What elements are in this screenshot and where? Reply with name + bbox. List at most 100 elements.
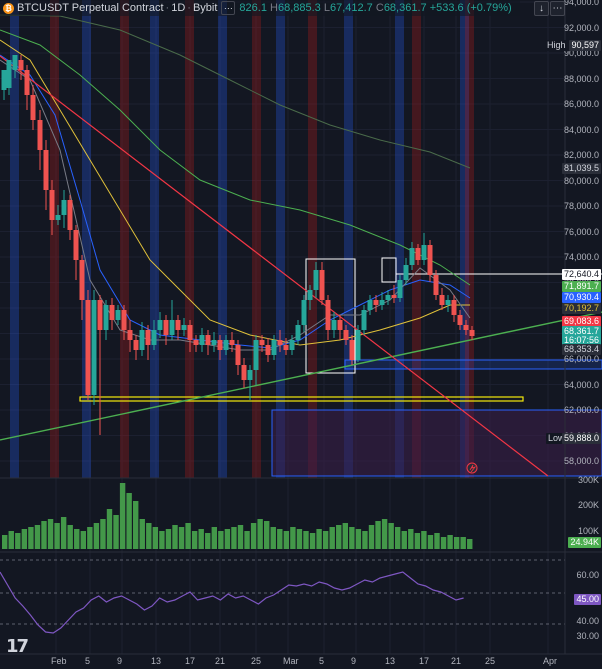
candle-body [289, 340, 295, 350]
volume-bar [231, 527, 237, 549]
candle-body [331, 320, 337, 330]
price-tick: 92,000.0 [563, 22, 599, 33]
candle-body [37, 120, 43, 150]
volume-bar [277, 529, 283, 549]
time-label: 21 [215, 656, 226, 666]
candle-body [385, 295, 391, 300]
candle-body [403, 265, 409, 280]
volume-bar [152, 527, 159, 549]
candle-body [337, 320, 343, 330]
candle-body [175, 320, 181, 330]
volume-bar [224, 529, 231, 549]
volume-bar [106, 509, 113, 549]
time-label: 25 [485, 656, 496, 666]
volume-bar [205, 533, 211, 549]
volume-bar [211, 527, 217, 549]
candle-body [187, 325, 193, 340]
volume-bar [375, 521, 381, 549]
price-tick: 94,000.0 [563, 0, 599, 7]
candle-body [319, 270, 325, 300]
rsi-tick: 40.00 [576, 616, 599, 626]
candle-body [355, 330, 361, 360]
ma-green-label: 71,891.7 [561, 281, 601, 292]
yellow-range-box [79, 396, 524, 402]
candle-body [12, 55, 18, 70]
tradingview-logo[interactable]: 17 [6, 636, 29, 657]
rsi-line [0, 571, 464, 634]
candle-body [397, 280, 403, 298]
candle-body [439, 295, 445, 305]
time-label: 5 [85, 656, 91, 666]
candle-body [463, 325, 469, 330]
volume-bar [467, 539, 473, 549]
candle-body [18, 60, 24, 70]
volume-bar [421, 531, 427, 549]
separator: · [187, 2, 191, 14]
candle-body [247, 370, 253, 380]
volume-bar [368, 525, 375, 549]
candle-body [169, 320, 175, 335]
rsi-tick: 30.00 [576, 631, 599, 641]
volume-bar [355, 529, 362, 549]
candle-body [415, 248, 421, 260]
time-label: 17 [185, 656, 196, 666]
candle-body [379, 300, 385, 305]
candle-body [427, 245, 433, 275]
more-icon[interactable]: ⋯ [221, 1, 236, 15]
volume-bar [146, 523, 152, 549]
volume-bar [198, 529, 204, 549]
volume-bar [74, 529, 80, 549]
candle-body [409, 248, 415, 265]
volume-bar [159, 531, 165, 549]
time-label: Mar [283, 656, 299, 666]
volume-bar [316, 529, 322, 549]
time-label: Apr [543, 656, 558, 666]
rsi-pane [0, 559, 565, 634]
candle-body [301, 300, 307, 325]
time-label: 25 [251, 656, 262, 666]
candle-body [97, 300, 103, 330]
candle-body [211, 340, 217, 345]
volume-bar [264, 521, 270, 549]
symbol-name[interactable]: BTCUSDT Perpetual Contract [17, 2, 164, 14]
exchange[interactable]: Bybit [192, 2, 218, 14]
volume-bar [250, 523, 257, 549]
volume-bar [2, 535, 8, 549]
ohlc-change: +533.6 (+0.79%) [429, 2, 512, 14]
candle-body [6, 60, 12, 88]
candle-body [127, 330, 133, 340]
volume-tick: 300K [577, 475, 599, 485]
volume-bar [60, 517, 67, 549]
volume-bar [329, 527, 335, 549]
volume-bar [447, 535, 453, 549]
candle-body [145, 330, 151, 345]
rsi-tick: 60.00 [576, 570, 599, 580]
ma-50 [0, 39, 470, 346]
volume-bar [336, 525, 342, 549]
price-tick: 64,000.0 [563, 379, 599, 390]
volume-bar [119, 483, 126, 549]
candle-body [307, 290, 313, 300]
download-icon[interactable]: ↓ [534, 1, 549, 16]
interval[interactable]: 1D [171, 2, 186, 14]
candle-body [241, 365, 247, 380]
volume-bar [395, 527, 401, 549]
candle-body [361, 310, 367, 330]
time-label: 17 [419, 656, 430, 666]
candle-body [199, 335, 205, 345]
volume-bar [34, 525, 41, 549]
candle-body [133, 340, 139, 350]
candle-body [30, 95, 36, 120]
volume-bar [8, 531, 14, 549]
volume-bar [15, 533, 21, 549]
volume-bar [283, 531, 290, 549]
ohlc-close: 68,361.7 [383, 2, 427, 14]
menu-icon[interactable]: ⋯ [550, 1, 565, 16]
candle-body [181, 325, 187, 330]
price-tick: 76,000.0 [563, 226, 599, 237]
candle-body [91, 300, 97, 395]
volume-bar [427, 535, 434, 549]
low-line-label: 68,353.4 [561, 344, 601, 355]
candle-body [325, 300, 331, 330]
